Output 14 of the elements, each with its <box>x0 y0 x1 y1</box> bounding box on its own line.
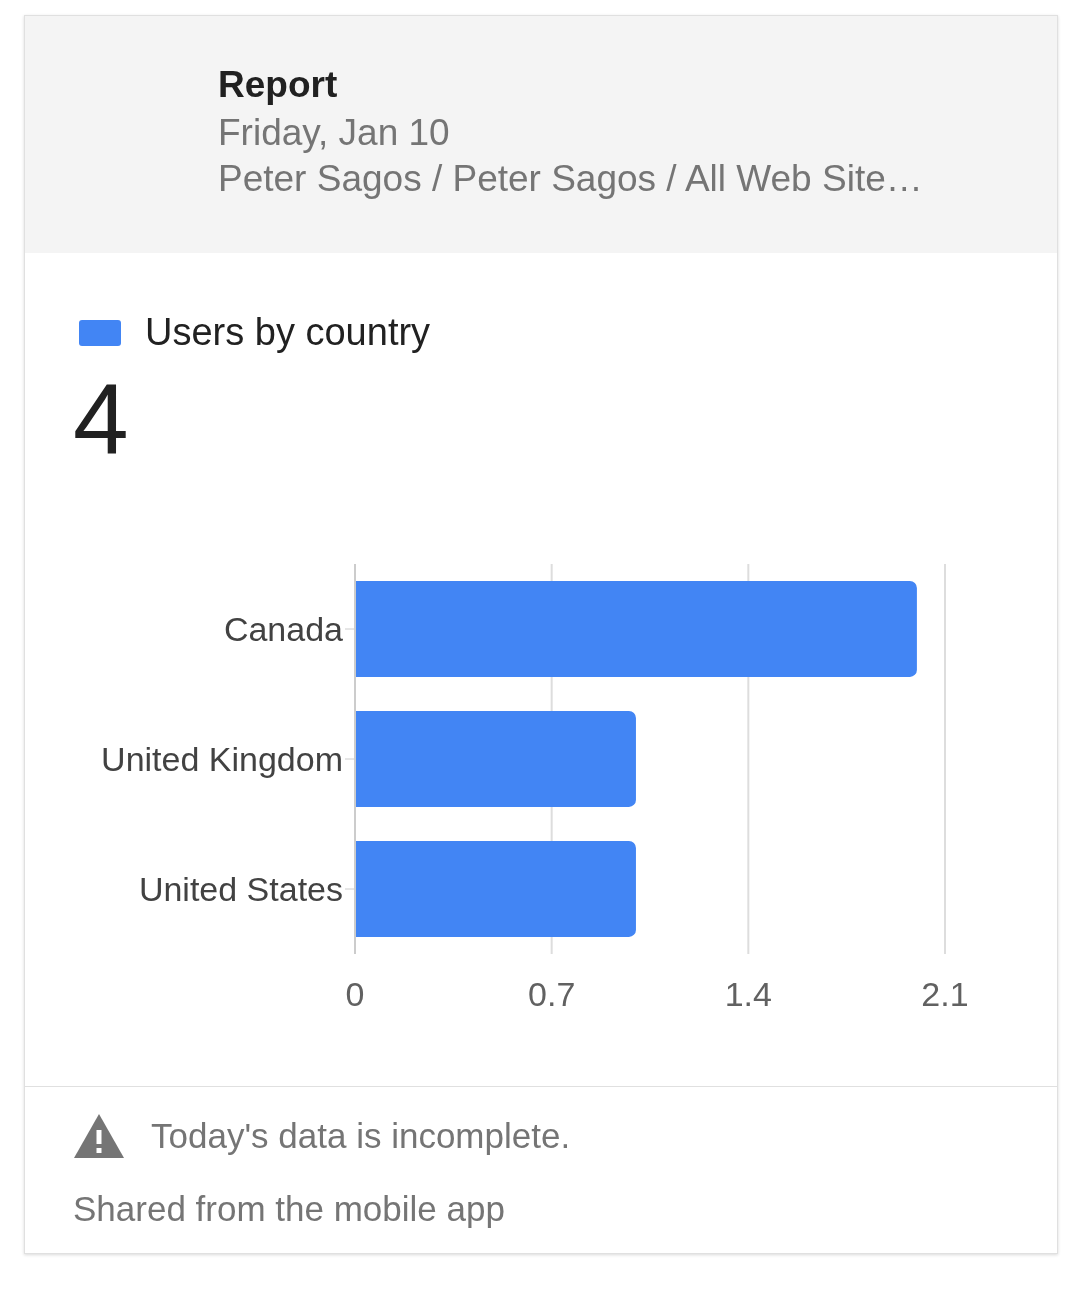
text: Peter Sagos / Peter Sagos / All Web Site… <box>218 158 924 200</box>
chart-subtitle: Friday, Jan 10 <box>218 112 451 154</box>
y-tick-label: Canada <box>223 610 344 649</box>
y-tick-label: United Kingdom <box>101 740 343 779</box>
text: Today's data is incomplete. <box>151 1116 571 1156</box>
chart-title: Report <box>218 64 339 106</box>
y-tick-label: United States <box>138 870 343 909</box>
text: 4 <box>72 362 130 475</box>
x-tick-label: 2.1 <box>921 975 969 1014</box>
x-tick-label: 1.4 <box>724 975 772 1014</box>
text: Shared from the mobile app <box>73 1189 506 1229</box>
x-tick-label: 0.7 <box>528 975 576 1014</box>
legend-label: Users by country <box>145 311 431 354</box>
x-tick-label: 0 <box>345 975 365 1014</box>
